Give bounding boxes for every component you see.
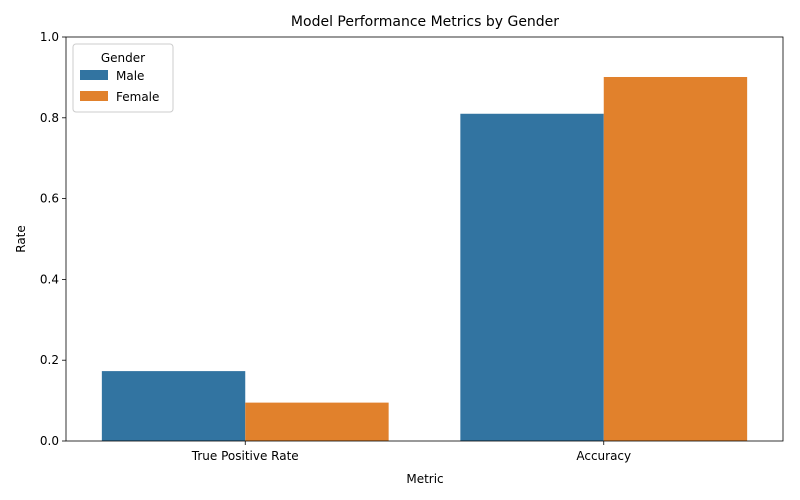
legend-items: Male Female: [80, 69, 159, 104]
y-tick-label: 0.6: [40, 192, 59, 206]
y-tick-label: 1.0: [40, 30, 59, 44]
legend-label-male: Male: [116, 69, 144, 83]
y-axis-label: Rate: [14, 225, 28, 253]
y-tick-label: 0.4: [40, 272, 59, 286]
legend-swatch-male: [80, 70, 108, 80]
bar-male-1: [101, 371, 246, 441]
x-axis-label: Metric: [406, 472, 443, 486]
bar-male-2: [460, 113, 604, 441]
bars-group: [101, 76, 748, 441]
y-tick-label: 0.0: [40, 434, 59, 448]
legend-title: Gender: [101, 51, 145, 65]
plot-frame: [65, 36, 784, 442]
bar-female-2: [603, 76, 748, 441]
y-tick-label: 0.2: [40, 353, 59, 367]
y-axis: 0.0 0.2 0.4 0.6 0.8 1.0: [40, 30, 66, 448]
chart-title: Model Performance Metrics by Gender: [291, 14, 559, 30]
legend-swatch-female: [80, 91, 108, 101]
x-axis: True Positive Rate Accuracy: [191, 441, 631, 463]
x-tick-label: True Positive Rate: [191, 449, 299, 463]
legend-label-female: Female: [116, 90, 159, 104]
legend: Gender Male Female: [72, 43, 174, 113]
y-tick-label: 0.8: [40, 111, 59, 125]
bar-female-1: [245, 402, 389, 441]
x-tick-label: Accuracy: [576, 449, 631, 463]
